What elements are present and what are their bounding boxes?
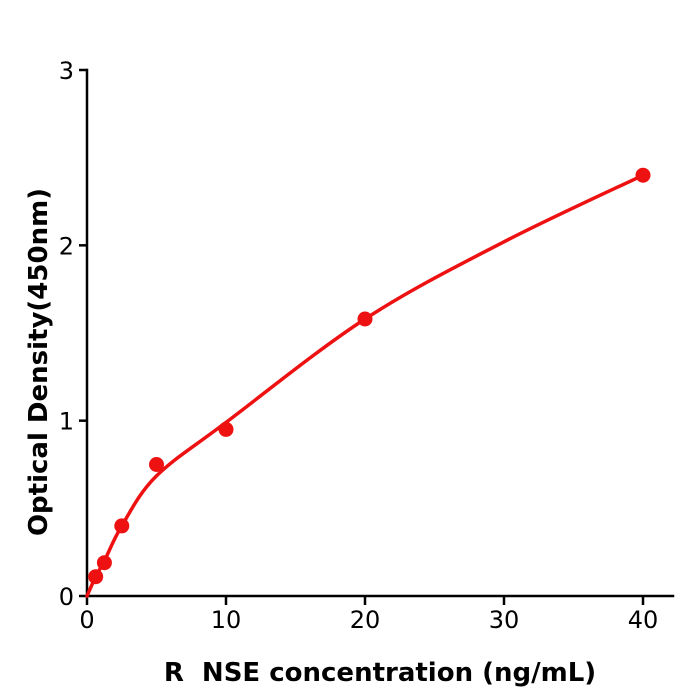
x-tick-label: 30 — [489, 606, 520, 634]
x-tick-label: 40 — [628, 606, 659, 634]
data-point — [635, 167, 651, 183]
y-tick-label: 0 — [59, 583, 74, 611]
data-point — [114, 518, 130, 534]
y-axis-label: Optical Density(450nm) — [24, 188, 54, 536]
y-tick-label: 3 — [59, 57, 74, 85]
x-axis-tick-labels: 0 10 20 30 40 — [79, 606, 658, 634]
x-tick-label: 0 — [79, 606, 94, 634]
x-tick-label: 20 — [350, 606, 381, 634]
data-point — [357, 311, 373, 327]
data-point — [218, 421, 234, 437]
y-axis-tick-labels: 0 1 2 3 — [59, 57, 74, 611]
axis-spines — [85, 68, 675, 598]
fit-curve-line — [85, 173, 645, 598]
data-point — [88, 569, 104, 585]
y-tick-label: 1 — [59, 408, 74, 436]
x-axis-label: R NSE concentration (ng/mL) — [164, 658, 596, 688]
data-point — [96, 555, 112, 571]
x-tick-label: 10 — [211, 606, 242, 634]
y-tick-label: 2 — [59, 232, 74, 260]
x-axis-ticks — [85, 597, 645, 605]
data-points — [88, 167, 651, 585]
data-point — [149, 457, 164, 472]
